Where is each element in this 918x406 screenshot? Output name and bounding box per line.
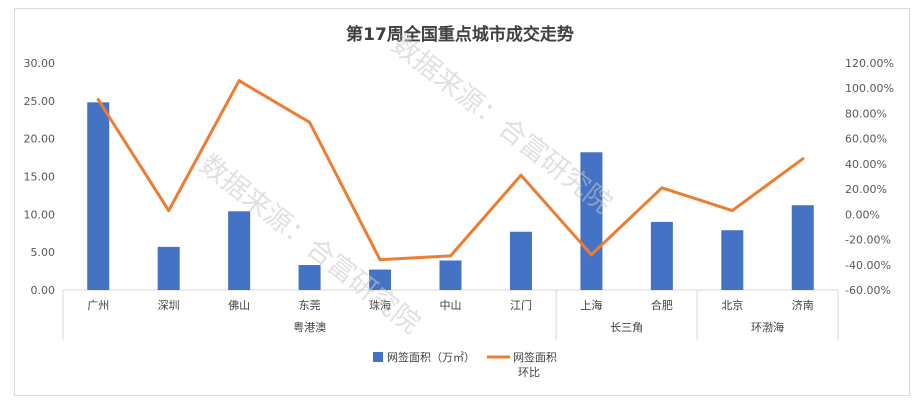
line-point	[308, 120, 312, 124]
category-label: 深圳	[158, 299, 180, 312]
line-point	[237, 79, 241, 83]
line-point	[449, 254, 452, 258]
right-tick-label: 80.00%	[845, 107, 887, 120]
left-tick-label: 25.00	[24, 95, 56, 108]
bar	[439, 260, 462, 290]
left-tick-label: 10.00	[24, 208, 56, 221]
watermark-text-1: 数据来源：合富研究院	[386, 29, 618, 220]
right-tick-label: 0.00%	[845, 208, 880, 221]
group-label: 环渤海	[751, 320, 784, 334]
right-tick-label: -20.00%	[845, 234, 891, 247]
legend: 网签面积（万㎡） 网签面积 环比	[373, 350, 557, 379]
line-series	[96, 79, 805, 262]
left-tick-label: 15.00	[24, 171, 56, 184]
left-tick-label: 20.00	[24, 133, 56, 146]
right-tick-label: 40.00%	[845, 158, 887, 171]
right-tick-label: 60.00%	[845, 133, 887, 146]
right-tick-label: -60.00%	[845, 284, 891, 297]
line-point	[589, 253, 593, 257]
group-label: 长三角	[610, 321, 643, 334]
chart-title: 第17周全国重点城市成交走势	[346, 24, 574, 45]
left-tick-label: 30.00	[24, 57, 56, 70]
line-point	[378, 258, 382, 262]
category-label: 江门	[510, 298, 532, 312]
bar	[509, 231, 532, 290]
right-tick-label: 120.00%	[845, 57, 894, 70]
legend-line-label-1: 网签面积	[513, 350, 557, 364]
category-label: 珠海	[369, 298, 391, 312]
line-point	[519, 173, 523, 177]
bar-series	[87, 102, 814, 290]
line-point	[801, 157, 805, 161]
legend-bar-label: 网签面积（万㎡）	[387, 350, 475, 364]
right-tick-label: 100.00%	[845, 82, 894, 95]
watermark: 数据来源：合富研究院 数据来源：合富研究院	[194, 29, 618, 340]
line-point	[730, 209, 734, 213]
group-label: 粤港澳	[293, 320, 326, 334]
line-point	[167, 209, 171, 213]
left-y-axis: 0.00 5.00 10.00 15.00 20.00 25.00 30.00	[24, 57, 56, 297]
right-y-axis: -60.00% -40.00% -20.00% 0.00% 20.00% 40.00% 60…	[845, 57, 894, 297]
category-label: 北京	[721, 298, 743, 312]
bar	[580, 152, 603, 290]
category-label: 广州	[87, 299, 109, 312]
legend-line-label-2: 环比	[518, 366, 540, 379]
bar	[87, 102, 110, 290]
right-tick-label: -40.00%	[845, 259, 891, 272]
category-label: 上海	[580, 298, 602, 312]
bar	[157, 246, 180, 290]
bar	[369, 269, 392, 290]
bar	[228, 211, 251, 290]
bar	[650, 221, 673, 290]
category-label: 东莞	[299, 299, 321, 312]
bar	[721, 230, 744, 290]
category-label: 佛山	[228, 299, 250, 312]
bar	[791, 205, 814, 290]
right-tick-label: 20.00%	[845, 183, 887, 196]
category-label: 中山	[440, 299, 462, 312]
left-tick-label: 5.00	[31, 246, 56, 259]
category-label: 济南	[792, 298, 814, 312]
line-point	[660, 186, 664, 190]
category-label: 合肥	[651, 298, 673, 312]
left-tick-label: 0.00	[31, 284, 56, 297]
bar	[298, 265, 321, 290]
legend-bar-swatch	[373, 352, 383, 362]
line-point	[96, 98, 100, 102]
